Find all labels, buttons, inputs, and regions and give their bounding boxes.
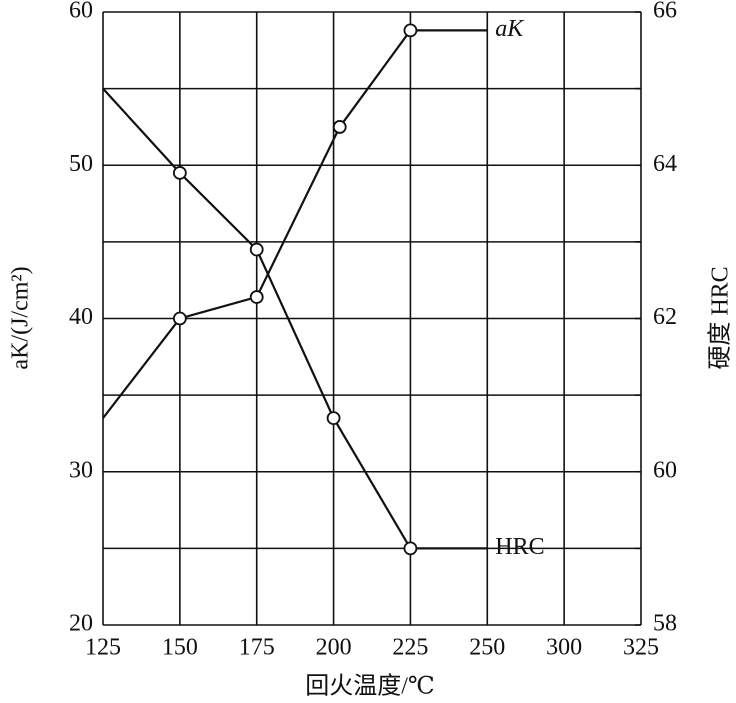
- y2-tick-label: 58: [653, 611, 677, 637]
- series-line: [102, 29, 488, 419]
- y2-tick-label: 62: [653, 304, 677, 330]
- x-tick-label: 150: [162, 635, 198, 661]
- y-tick-label: 20: [69, 611, 93, 637]
- y2-tick-label: 66: [653, 0, 677, 24]
- series-label: aK: [495, 16, 525, 42]
- point-marker: [249, 242, 264, 257]
- y-tick-label: 50: [69, 151, 93, 177]
- x-tick-label: 125: [85, 635, 121, 661]
- point-marker: [403, 23, 418, 38]
- series-line: [102, 87, 488, 550]
- series-label: HRC: [495, 534, 544, 560]
- x-axis-label: 回火温度/℃: [305, 673, 435, 700]
- y2-tick-label: 60: [653, 457, 677, 483]
- x-tick-label: 225: [392, 635, 428, 661]
- y-tick-label: 40: [69, 304, 93, 330]
- point-marker: [249, 290, 264, 304]
- point-marker: [332, 120, 347, 134]
- y-tick-label: 30: [69, 457, 93, 483]
- point-marker: [403, 541, 418, 556]
- y-tick-label: 60: [69, 0, 93, 24]
- x-tick-label: 200: [316, 635, 352, 661]
- y2-axis-label: 硬度 HRC: [707, 266, 734, 369]
- point-marker: [172, 311, 187, 326]
- y-axis-label: aK/(J/cm²): [8, 266, 34, 369]
- x-tick-label: 175: [239, 635, 275, 661]
- y2-tick-label: 64: [653, 151, 677, 177]
- point-marker: [172, 166, 187, 180]
- x-tick-label: 325: [623, 635, 659, 661]
- x-tick-label: 250: [469, 635, 505, 661]
- point-marker: [326, 411, 341, 426]
- x-tick-label: 300: [546, 635, 582, 661]
